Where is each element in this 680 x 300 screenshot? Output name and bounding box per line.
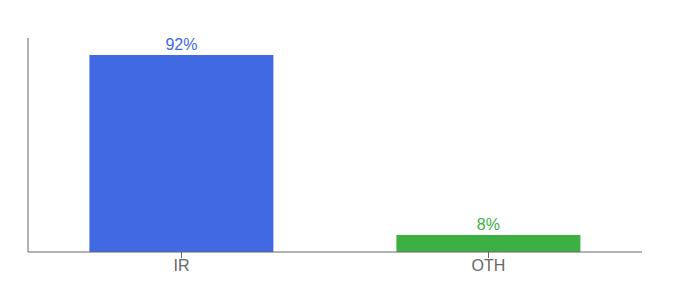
svg-text:IR: IR xyxy=(174,257,190,274)
svg-text:8%: 8% xyxy=(477,216,500,233)
svg-text:OTH: OTH xyxy=(472,257,506,274)
svg-text:92%: 92% xyxy=(165,36,197,53)
